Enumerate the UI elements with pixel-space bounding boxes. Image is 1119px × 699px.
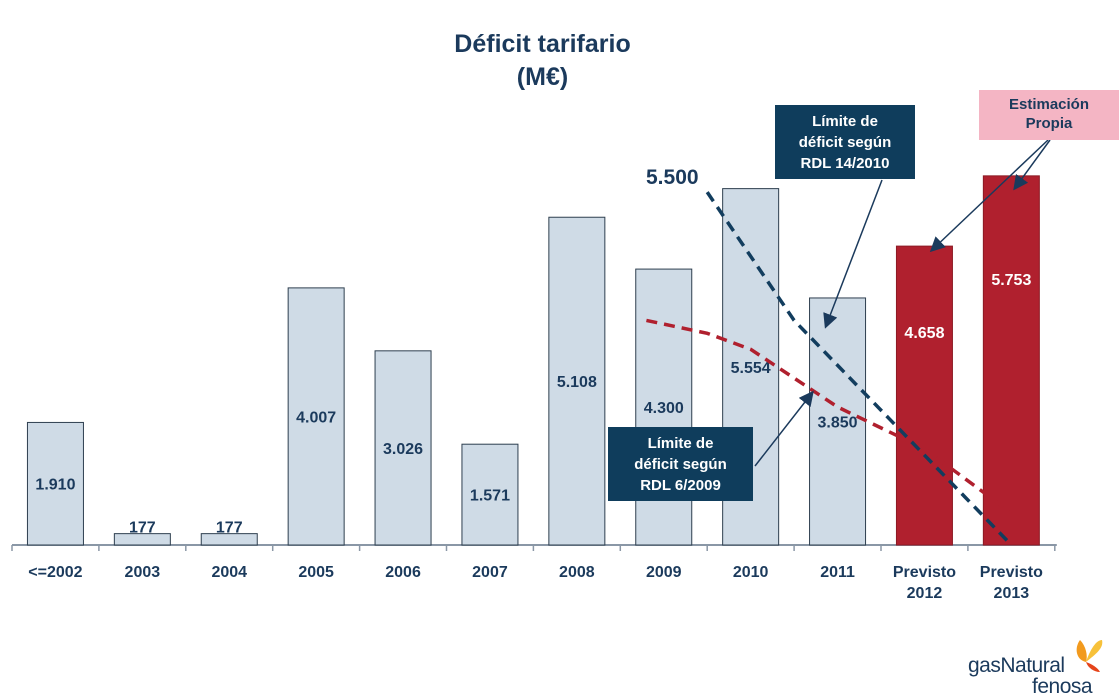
note-rdl-14-2010-line1: Límite de xyxy=(812,113,878,130)
x-tick-label-6: 2008 xyxy=(559,564,595,581)
x-tick-label-10: Previsto 2012 xyxy=(893,564,956,602)
bar-value-label-8: 5.554 xyxy=(731,360,771,377)
bar-value-label-1: 177 xyxy=(129,520,156,537)
bar-2 xyxy=(200,533,258,546)
logo-line1: gasNatural xyxy=(968,654,1065,677)
note-rdl-14-2010-line2: déficit según xyxy=(798,134,892,151)
bar-value-label-10: 4.658 xyxy=(904,325,944,342)
x-tick-label-2: 2004 xyxy=(211,564,247,581)
bar-value-label-0: 1.910 xyxy=(35,477,75,494)
x-tick-label-4: 2006 xyxy=(385,564,421,581)
note-estimacion-line2: Propia xyxy=(1025,115,1073,132)
arrow-rdl-6-2009 xyxy=(754,390,814,467)
note-estimacion-propia: Estimación Propia xyxy=(979,90,1119,140)
x-tick-label-5: 2007 xyxy=(472,564,508,581)
note-rdl-6-2009-line3: RDL 6/2009 xyxy=(640,477,721,494)
x-tick-label-1: 2003 xyxy=(125,564,161,581)
x-tick-label-11: Previsto 2013 xyxy=(980,564,1043,602)
bar-0 xyxy=(26,421,84,546)
note-rdl-6-2009-line1: Límite de xyxy=(647,435,714,452)
limit-annotation-5500: 5.500 xyxy=(646,166,699,189)
bar-value-label-5: 1.571 xyxy=(470,488,510,505)
arrow-estimacion-2013 xyxy=(1013,139,1051,191)
note-rdl-6-2009-line2: déficit según xyxy=(634,456,727,473)
x-tick-label-7: 2009 xyxy=(646,564,682,581)
bar-5 xyxy=(461,443,519,546)
x-tick-label-0: <=2002 xyxy=(28,564,82,581)
bar-value-label-9: 3.850 xyxy=(818,414,858,431)
bar-value-label-6: 5.108 xyxy=(557,374,597,391)
bar-6 xyxy=(548,216,606,546)
chart-title: Déficit tarifario xyxy=(454,30,631,58)
bar-value-label-3: 4.007 xyxy=(296,409,336,426)
bar-value-label-4: 3.026 xyxy=(383,441,423,458)
note-rdl-6-2009: Límite de déficit según RDL 6/2009 xyxy=(608,427,753,501)
limit-line-1 xyxy=(705,191,1013,547)
bar-9 xyxy=(809,297,867,546)
bar-10 xyxy=(895,245,953,546)
bar-value-label-11: 5.753 xyxy=(991,272,1031,289)
note-estimacion-line1: Estimación xyxy=(1008,96,1090,113)
arrow-estimacion-2012 xyxy=(929,139,1049,253)
butterfly-icon xyxy=(1076,640,1103,672)
gas-natural-fenosa-logo: gasNatural fenosa xyxy=(966,640,1116,698)
x-tick-label-3: 2005 xyxy=(298,564,334,581)
bar-value-label-7: 4.300 xyxy=(644,400,684,417)
bar-3 xyxy=(287,287,345,546)
x-tick-label-8: 2010 xyxy=(733,564,769,581)
bar-1 xyxy=(113,533,171,546)
chart-subtitle: (M€) xyxy=(516,63,569,91)
note-rdl-14-2010-line3: RDL 14/2010 xyxy=(800,155,890,172)
note-rdl-14-2010: Límite de déficit según RDL 14/2010 xyxy=(775,105,915,179)
bar-11 xyxy=(982,175,1040,546)
bar-4 xyxy=(374,350,432,546)
x-tick-label-9: 2011 xyxy=(820,564,855,581)
logo-line2: fenosa xyxy=(1032,675,1093,698)
arrow-rdl-14-2010 xyxy=(823,179,883,329)
bar-value-label-2: 177 xyxy=(216,520,243,537)
limit-line-0 xyxy=(646,318,1013,515)
